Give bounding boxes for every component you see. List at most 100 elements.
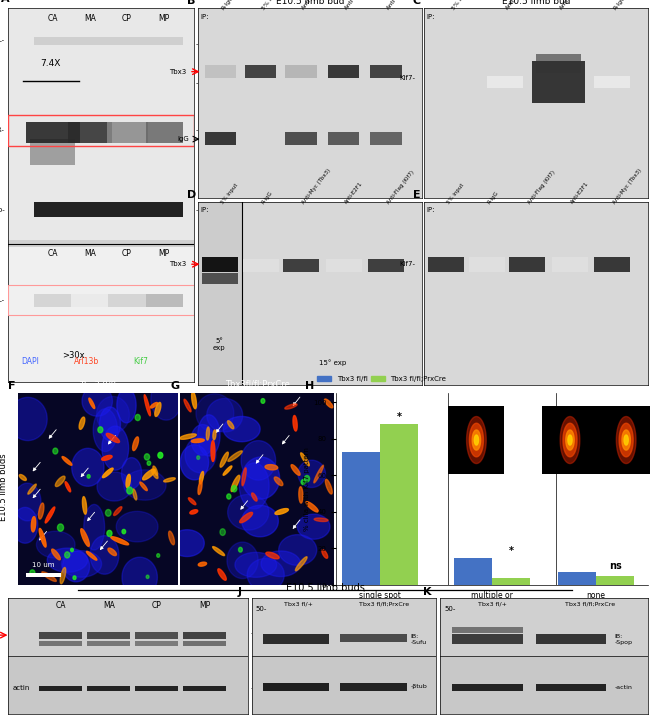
Polygon shape: [322, 550, 328, 558]
Polygon shape: [185, 437, 216, 473]
Bar: [87, 641, 131, 646]
Polygon shape: [242, 468, 246, 486]
Bar: [341, 634, 406, 642]
Polygon shape: [191, 424, 214, 455]
Text: Anti-Flag (Kif7): Anti-Flag (Kif7): [386, 170, 415, 205]
Text: G: G: [171, 381, 180, 391]
Polygon shape: [228, 451, 242, 462]
Polygon shape: [326, 480, 332, 494]
Circle shape: [107, 531, 112, 536]
Text: IB:
-Spop: IB: -Spop: [615, 634, 632, 645]
Polygon shape: [90, 536, 119, 574]
Text: IB: anti-Tbx3: IB: anti-Tbx3: [286, 396, 334, 406]
Text: D: D: [187, 190, 196, 200]
Polygon shape: [116, 511, 158, 542]
Polygon shape: [42, 572, 57, 582]
Legend: Tbx3 fl/fl, Tbx3 fl/fl;PrxCre: Tbx3 fl/fl, Tbx3 fl/fl;PrxCre: [315, 373, 449, 385]
Bar: [146, 294, 183, 307]
Polygon shape: [188, 498, 196, 505]
Text: Tbx3: Tbx3: [170, 261, 187, 267]
Text: -100: -100: [196, 80, 212, 86]
Bar: [532, 61, 585, 103]
Polygon shape: [151, 469, 158, 479]
Polygon shape: [266, 552, 280, 559]
Polygon shape: [28, 484, 36, 494]
Polygon shape: [252, 493, 257, 501]
Bar: [440, 598, 648, 656]
Polygon shape: [314, 518, 328, 521]
Bar: [135, 641, 178, 646]
Text: IP:: IP:: [426, 14, 435, 19]
Bar: [39, 631, 83, 638]
Text: Gli3FL-: Gli3FL-: [0, 298, 5, 303]
Text: MP: MP: [159, 14, 170, 22]
Bar: [72, 37, 109, 45]
Polygon shape: [299, 487, 303, 503]
Polygon shape: [82, 386, 112, 416]
Text: β tub-: β tub-: [0, 207, 5, 213]
Polygon shape: [279, 535, 317, 565]
Polygon shape: [155, 403, 161, 416]
Bar: [252, 598, 436, 656]
Text: Tbx3 fl/fl: Tbx3 fl/fl: [79, 380, 116, 389]
Polygon shape: [142, 469, 155, 480]
Bar: [552, 257, 588, 272]
Text: R-IgG: R-IgG: [261, 190, 274, 205]
Bar: [328, 132, 359, 145]
Polygon shape: [81, 528, 89, 546]
Circle shape: [30, 570, 35, 576]
Polygon shape: [14, 483, 41, 521]
Bar: [72, 294, 109, 307]
Polygon shape: [295, 557, 307, 571]
Bar: [594, 257, 630, 272]
Circle shape: [261, 398, 265, 403]
Polygon shape: [108, 548, 116, 556]
Bar: [135, 686, 178, 691]
Polygon shape: [84, 505, 105, 550]
Text: 5°
exp: 5° exp: [213, 338, 226, 352]
Polygon shape: [79, 417, 84, 429]
Text: CA: CA: [47, 249, 58, 258]
Polygon shape: [122, 557, 157, 597]
Polygon shape: [39, 528, 46, 547]
Text: Kif7-: Kif7-: [399, 261, 415, 267]
Text: -actin: -actin: [615, 684, 632, 690]
Bar: [109, 294, 146, 307]
Bar: [8, 8, 194, 240]
Text: ns: ns: [609, 561, 621, 571]
Bar: [369, 259, 404, 272]
Y-axis label: % cilia with Kif7 pattern: % cilia with Kif7 pattern: [304, 447, 310, 531]
Bar: [558, 572, 596, 585]
Text: 5% input: 5% input: [261, 0, 282, 11]
Text: -75: -75: [424, 273, 436, 278]
Polygon shape: [227, 421, 234, 429]
Polygon shape: [36, 531, 75, 558]
Bar: [107, 122, 148, 142]
Text: MA: MA: [103, 602, 115, 610]
Text: MP: MP: [199, 602, 211, 610]
Bar: [509, 257, 545, 272]
Polygon shape: [60, 567, 66, 584]
Circle shape: [220, 528, 226, 536]
Text: MA: MA: [84, 14, 96, 22]
Text: Tbx3 fl/fl;PrxCre: Tbx3 fl/fl;PrxCre: [359, 602, 410, 607]
Bar: [34, 203, 72, 217]
Text: K: K: [423, 587, 432, 597]
Text: IB:
-Sufu: IB: -Sufu: [410, 634, 426, 645]
Bar: [342, 452, 380, 585]
Polygon shape: [298, 460, 326, 487]
Bar: [433, 76, 469, 88]
Bar: [8, 247, 194, 382]
Text: 50-: 50-: [255, 606, 267, 612]
Title: E10.5 limb bud: E10.5 limb bud: [276, 0, 344, 6]
Text: Anti-Myc (Tbx3): Anti-Myc (Tbx3): [301, 168, 332, 205]
Polygon shape: [207, 398, 242, 432]
Circle shape: [146, 575, 149, 579]
Text: Anti-Kif7: Anti-Kif7: [386, 0, 406, 11]
Polygon shape: [103, 468, 113, 477]
Text: Tbx3 fl/+: Tbx3 fl/+: [478, 602, 506, 607]
Text: -75: -75: [196, 127, 207, 134]
Polygon shape: [223, 466, 232, 475]
Text: actin: actin: [13, 685, 30, 691]
Polygon shape: [12, 508, 38, 544]
